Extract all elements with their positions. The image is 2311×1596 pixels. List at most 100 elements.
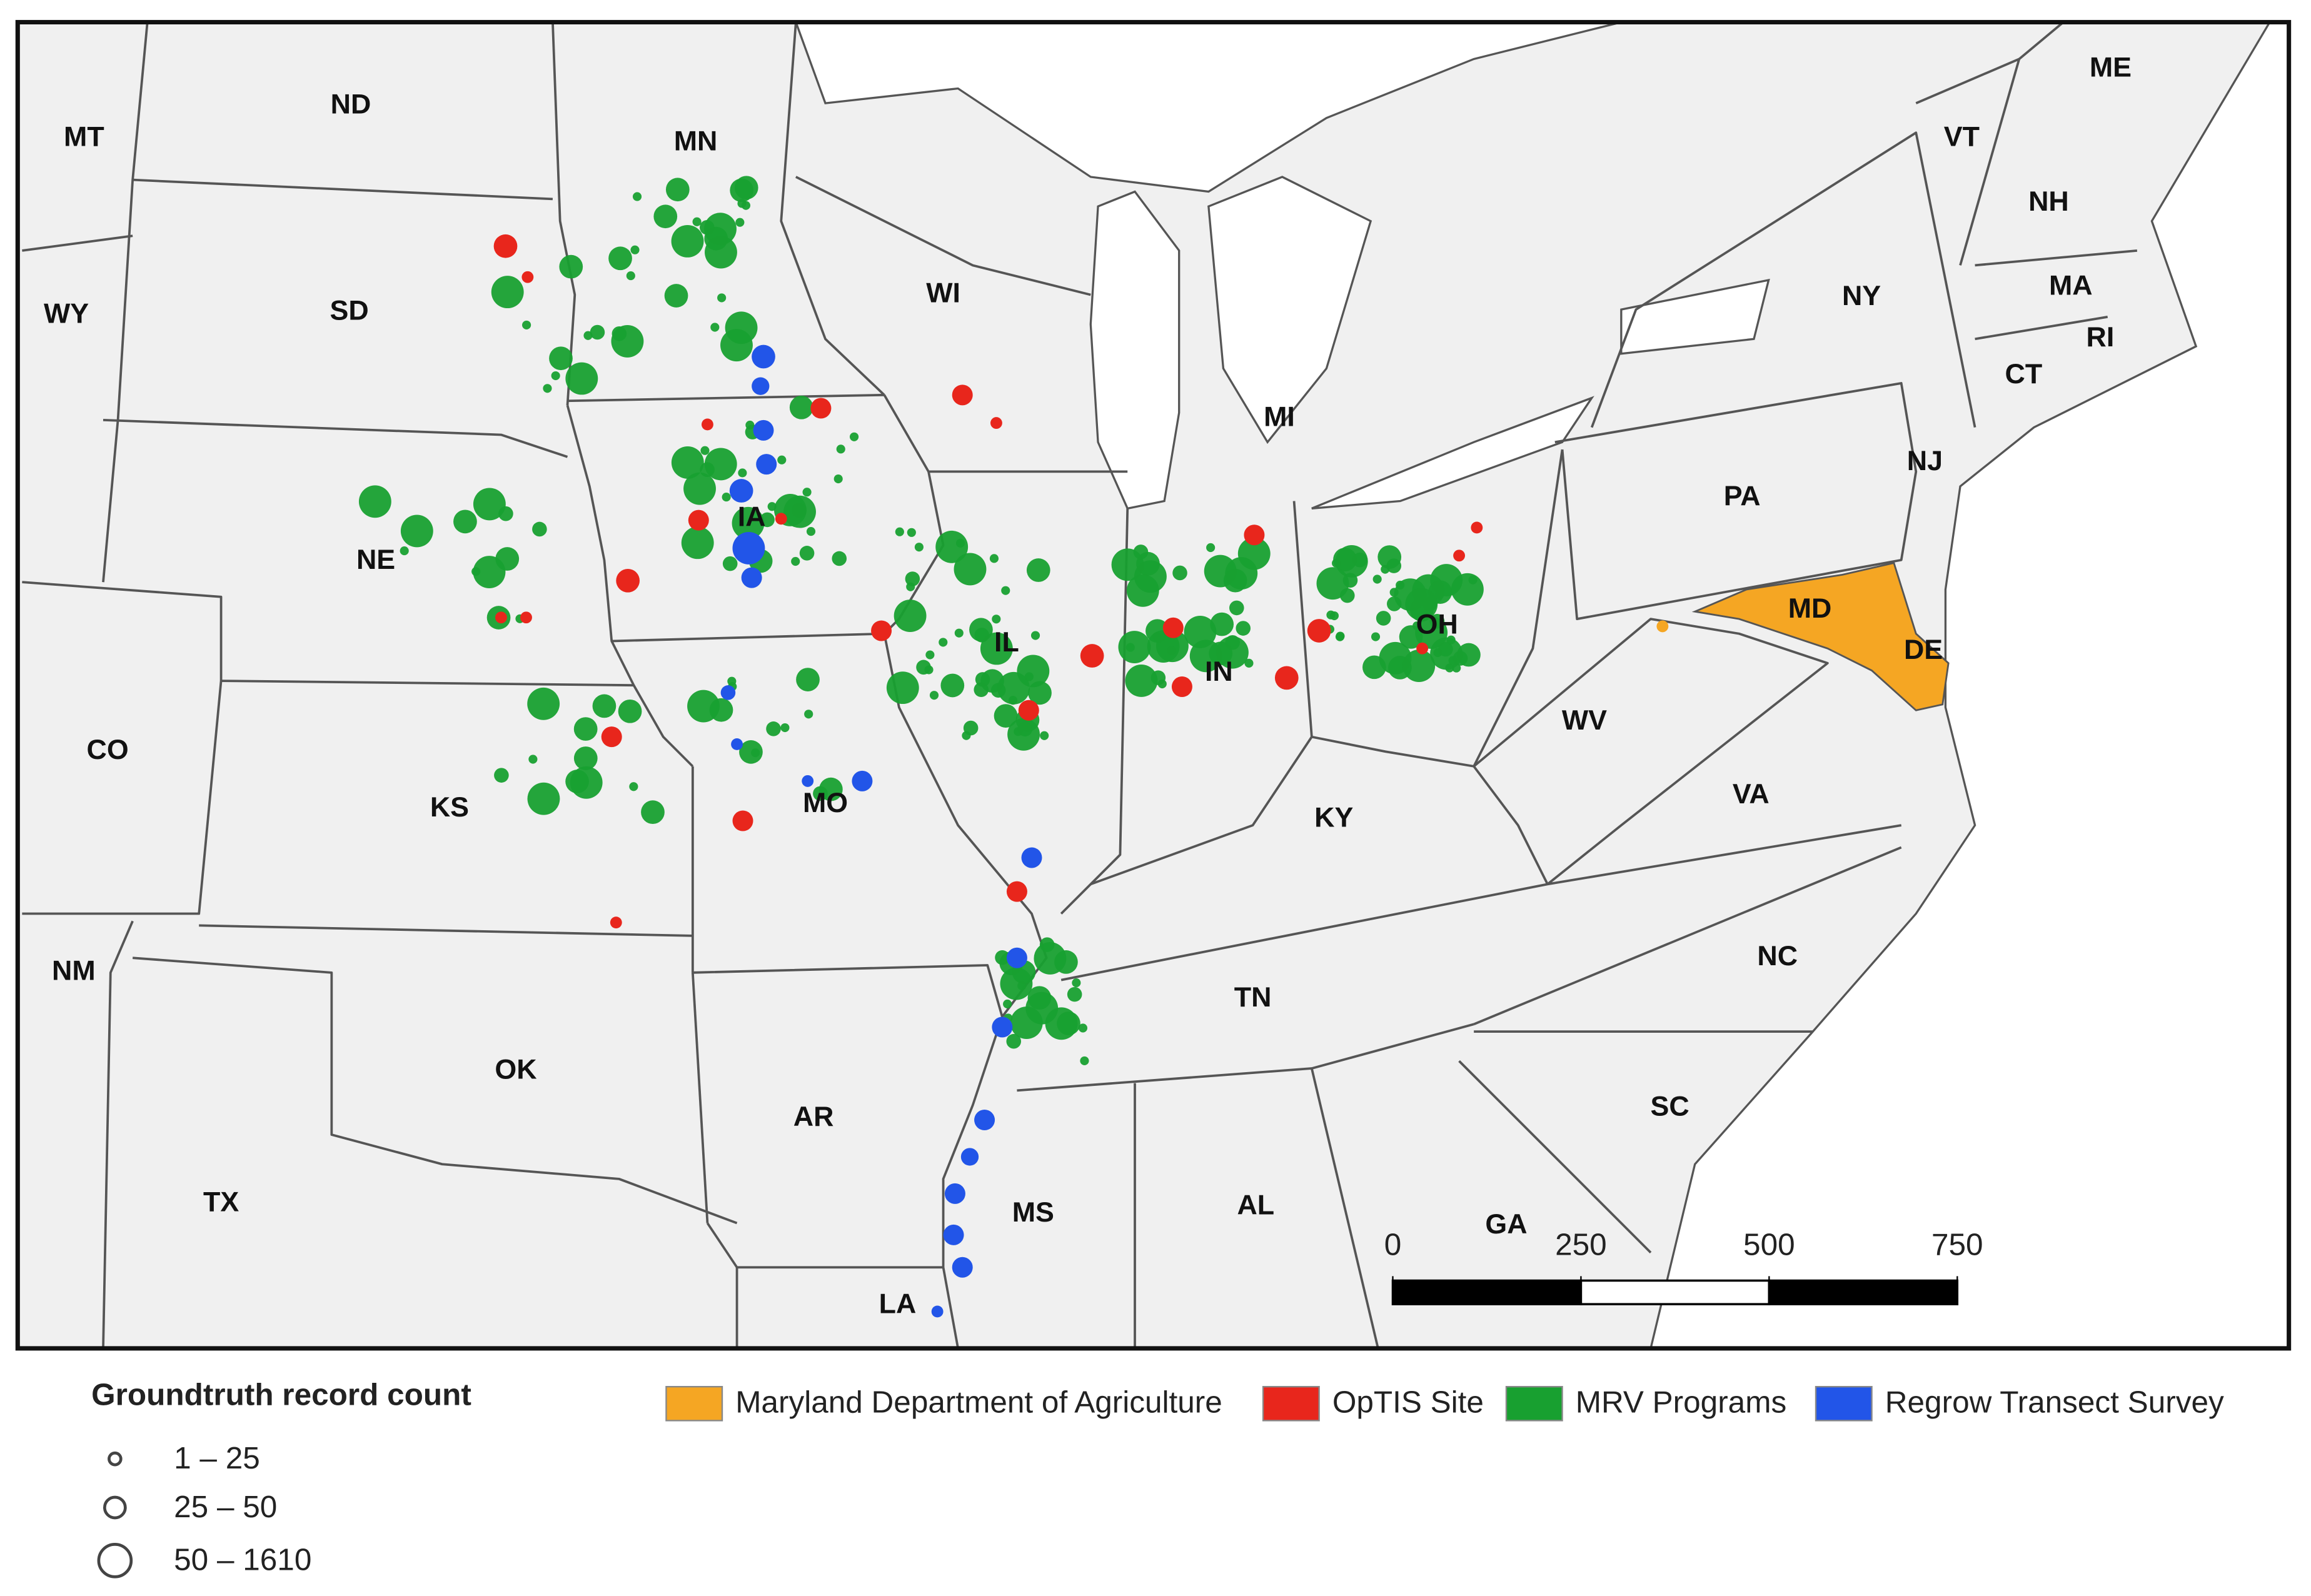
record-point xyxy=(1446,635,1456,645)
scale-segment xyxy=(1768,1279,1959,1305)
record-point xyxy=(852,770,873,791)
record-point xyxy=(543,384,552,393)
record-point xyxy=(731,738,743,750)
record-point xyxy=(495,611,507,624)
record-point xyxy=(944,1183,965,1204)
record-point xyxy=(741,567,762,588)
record-point xyxy=(1307,619,1331,643)
record-point xyxy=(943,1224,964,1245)
record-point xyxy=(802,488,812,497)
record-point xyxy=(952,384,973,406)
record-point xyxy=(1067,986,1082,1002)
record-point xyxy=(1453,550,1465,562)
boundary xyxy=(692,964,1004,1018)
record-point xyxy=(907,528,916,537)
record-point xyxy=(722,493,731,502)
record-point xyxy=(1057,1011,1080,1035)
state-label: NY xyxy=(1842,280,1881,311)
record-point xyxy=(796,668,820,691)
record-point xyxy=(939,638,948,647)
record-point xyxy=(1172,565,1187,581)
record-point xyxy=(954,628,964,638)
boundary xyxy=(1473,618,1829,885)
size-label: 50 – 1610 xyxy=(174,1543,311,1577)
record-point xyxy=(1171,676,1192,698)
record-point xyxy=(1072,978,1081,988)
record-point xyxy=(1244,658,1254,668)
record-point xyxy=(358,485,391,518)
record-point xyxy=(565,362,598,395)
record-point xyxy=(732,506,765,540)
record-point xyxy=(1145,619,1169,643)
record-point xyxy=(1430,637,1463,670)
boundary xyxy=(102,920,134,1348)
legend-swatch xyxy=(665,1386,723,1422)
state-label: CT xyxy=(2005,358,2043,389)
record-point xyxy=(1157,679,1167,689)
record-point xyxy=(766,721,781,736)
legend-title: Groundtruth record count xyxy=(91,1378,471,1412)
record-point xyxy=(1274,666,1299,690)
record-point xyxy=(710,323,720,332)
record-point xyxy=(1039,937,1055,952)
record-point xyxy=(610,916,622,929)
record-point xyxy=(1136,551,1160,576)
record-point xyxy=(1028,681,1052,705)
scale-segment xyxy=(1579,1279,1771,1305)
record-point xyxy=(592,694,617,718)
record-point xyxy=(992,1016,1013,1038)
state-label: IL xyxy=(994,626,1019,658)
record-point xyxy=(914,543,924,552)
record-point xyxy=(980,669,1004,693)
record-point xyxy=(929,691,939,700)
record-point xyxy=(924,665,934,675)
record-point xyxy=(1001,586,1010,595)
state-labels: MT ND MN WY SD WI MI NY VT NH ME MA RI CT NJ PA NE IA IL IN… xyxy=(44,52,2132,1320)
state-label: AL xyxy=(1237,1189,1274,1220)
record-point xyxy=(886,671,919,705)
record-point xyxy=(775,513,787,525)
record-point xyxy=(1468,575,1478,585)
record-point xyxy=(590,324,605,340)
record-point xyxy=(954,553,987,586)
record-point xyxy=(732,532,765,565)
record-point xyxy=(1237,537,1271,570)
record-point xyxy=(570,766,603,799)
legend-label: MRV Programs xyxy=(1576,1385,1786,1420)
record-point xyxy=(1024,672,1034,681)
state-label: KY xyxy=(1314,802,1353,833)
record-point xyxy=(974,1110,995,1131)
record-point xyxy=(1030,631,1040,640)
state-label: VA xyxy=(1733,778,1770,810)
size-symbol xyxy=(103,1495,127,1520)
state-label: OK xyxy=(495,1054,536,1085)
boundary xyxy=(1473,846,1902,1026)
record-point xyxy=(1006,947,1027,968)
record-point xyxy=(573,717,598,741)
record-point xyxy=(931,1305,944,1318)
legend: Groundtruth record count 1 – 25 25 – 50 50… xyxy=(91,1378,2224,1578)
boundary xyxy=(103,419,568,458)
record-point xyxy=(1656,620,1669,633)
record-point xyxy=(473,556,506,588)
state-label: ME xyxy=(2090,52,2132,83)
record-point xyxy=(1372,575,1382,584)
record-point xyxy=(1010,1006,1043,1040)
record-point xyxy=(494,768,509,783)
record-point xyxy=(601,726,622,748)
state-label: TX xyxy=(203,1187,239,1218)
record-point xyxy=(952,1257,973,1278)
boundary xyxy=(612,632,885,643)
record-point xyxy=(738,468,747,478)
size-label: 1 – 25 xyxy=(174,1441,260,1475)
record-point xyxy=(1167,646,1176,655)
boundary xyxy=(691,972,709,1223)
record-point xyxy=(994,704,1018,728)
record-point xyxy=(833,474,843,484)
state-label: RI xyxy=(2087,321,2115,353)
scale-label: 500 xyxy=(1743,1227,1795,1262)
state-label: MO xyxy=(803,787,848,818)
legend-swatch xyxy=(1815,1386,1873,1422)
boundary xyxy=(567,393,885,403)
record-point xyxy=(791,556,800,566)
